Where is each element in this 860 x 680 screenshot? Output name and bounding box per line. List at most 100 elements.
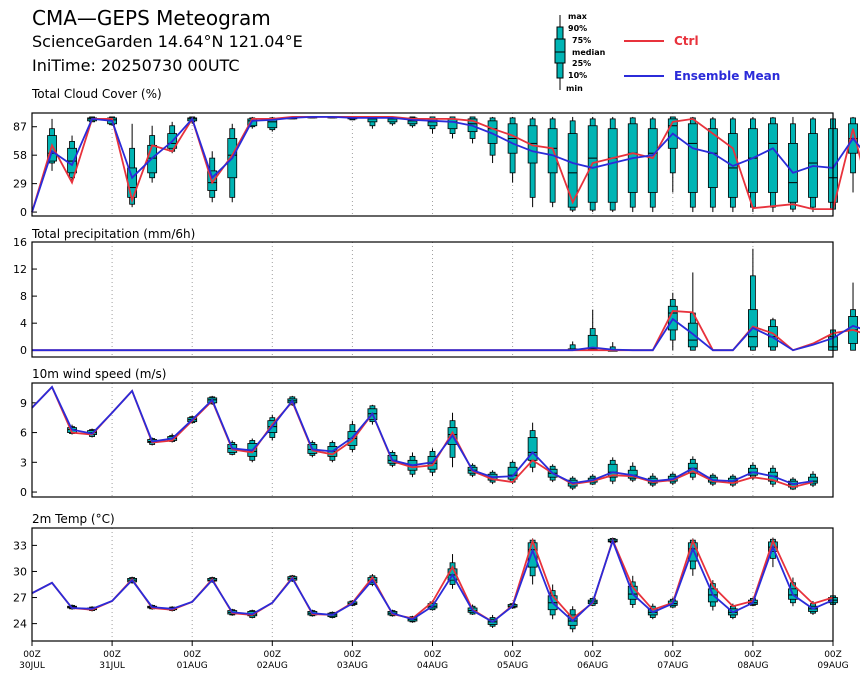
panel-frame <box>31 112 834 217</box>
box-p25-p75 <box>687 123 698 193</box>
panel-frame <box>31 241 834 358</box>
legend-label-median: median <box>572 48 606 57</box>
x-axis: 00Z30JUL00Z31JUL00Z01AUG00Z02AUG00Z03AUG… <box>19 641 849 671</box>
y-tick-label: 6 <box>20 427 27 440</box>
panel-title: 10m wind speed (m/s) <box>32 367 166 381</box>
legend-label-min: min <box>566 84 583 93</box>
y-tick-label: 4 <box>20 317 27 330</box>
panel-title: 2m Temp (°C) <box>32 512 115 526</box>
y-tick-label: 12 <box>13 263 27 276</box>
panel-2: Total precipitation (mm/6h) 0 4 8 12 16 <box>13 227 860 358</box>
legend-p25-p75-box <box>554 38 566 64</box>
panels: Total Cloud Cover (%) 0 29 58 87 Total precip… <box>13 87 860 642</box>
x-tick-time-label: 00Z <box>504 650 522 660</box>
box-p25-p75 <box>447 118 458 130</box>
x-tick-date-label: 05AUG <box>497 661 528 671</box>
ensemble-box <box>447 116 458 139</box>
y-tick-label: 16 <box>13 236 27 249</box>
panel-3: 10m wind speed (m/s) 0 3 6 9 <box>20 367 834 499</box>
ensemble-box <box>487 116 498 164</box>
y-tick-label: 9 <box>20 397 27 410</box>
x-tick-time-label: 00Z <box>344 650 362 660</box>
box-p25-p75 <box>607 463 618 478</box>
x-tick-time-label: 00Z <box>744 650 762 660</box>
ensemble-box <box>748 248 758 351</box>
x-tick-time-label: 00Z <box>103 650 121 660</box>
ensemble-box <box>587 309 598 351</box>
x-tick-date-label: 04AUG <box>417 661 448 671</box>
ctrl-series-line <box>32 310 860 352</box>
ensemble-box <box>788 577 798 607</box>
legend-label-p10: 10% <box>568 71 587 80</box>
legend-ctrl-label: Ctrl <box>674 34 699 48</box>
box-p25-p75 <box>607 128 618 203</box>
y-tick-label: 24 <box>13 618 27 631</box>
ensemble-box <box>127 123 138 208</box>
x-tick-date-label: 06AUG <box>577 661 608 671</box>
y-tick-label: 0 <box>20 486 27 499</box>
ensemble-mean-series-line <box>31 385 814 486</box>
x-tick-time-label: 00Z <box>424 650 442 660</box>
x-tick-date-label: 31JUL <box>99 661 125 671</box>
legend-mean-label: Ensemble Mean <box>674 69 780 83</box>
ensemble-box <box>547 116 558 208</box>
y-tick-label: 0 <box>20 206 27 219</box>
ensemble-box <box>227 123 238 203</box>
box-p25-p75 <box>707 128 718 188</box>
ensemble-box <box>607 457 618 485</box>
box-p25-p75 <box>567 133 578 208</box>
ensemble-box <box>707 116 718 213</box>
ensemble-box <box>367 116 378 129</box>
ensemble-box <box>507 116 518 183</box>
ensemble-box <box>567 116 578 213</box>
box-p25-p75 <box>748 128 758 193</box>
panel-4: 2m Temp (°C) 24 27 30 33 <box>13 512 838 642</box>
ensemble-mean-series-line <box>31 116 860 213</box>
legend-label-p90: 90% <box>568 24 587 33</box>
x-tick-time-label: 00Z <box>584 650 602 660</box>
box-p25-p75 <box>527 125 538 164</box>
page-title: CMA—GEPS Meteogram <box>32 6 271 30</box>
ensemble-box <box>788 116 798 213</box>
ensemble-mean-series-line <box>31 538 834 623</box>
ensemble-box <box>808 471 818 488</box>
x-tick-date-label: 01AUG <box>177 661 208 671</box>
y-tick-label: 33 <box>13 539 27 552</box>
y-tick-label: 3 <box>20 456 27 469</box>
y-tick-label: 87 <box>13 121 27 134</box>
legend-label-p25: 25% <box>572 59 591 68</box>
ensemble-mean-series-line <box>32 317 860 352</box>
ensemble-box <box>808 116 818 213</box>
ensemble-box <box>627 462 638 483</box>
x-tick-date-label: 30JUL <box>19 661 45 671</box>
box-p25-p75 <box>647 128 658 193</box>
x-tick-date-label: 07AUG <box>657 661 688 671</box>
panel-title: Total Cloud Cover (%) <box>31 87 162 101</box>
ensemble-box <box>627 116 638 213</box>
ensemble-box <box>527 116 538 208</box>
legend-box-glyph <box>554 15 566 90</box>
legend: max 90% 75% median 25% 10% min Ctrl Ense… <box>554 12 780 93</box>
y-tick-label: 58 <box>13 149 27 162</box>
y-tick-label: 30 <box>13 565 27 578</box>
y-tick-label: 27 <box>13 592 27 605</box>
y-tick-label: 29 <box>13 178 27 191</box>
box-p25-p75 <box>808 476 818 484</box>
panel-frame <box>31 382 834 498</box>
x-tick-time-label: 00Z <box>664 650 682 660</box>
station-info: ScienceGarden 14.64°N 121.04°E <box>32 32 303 51</box>
panel-title: Total precipitation (mm/6h) <box>31 227 195 241</box>
y-tick-label: 8 <box>20 290 27 303</box>
x-tick-time-label: 00Z <box>824 650 842 660</box>
x-tick-time-label: 00Z <box>263 650 281 660</box>
legend-label-p75: 75% <box>572 36 591 45</box>
panel-1: Total Cloud Cover (%) 0 29 58 87 <box>13 87 860 219</box>
box-p25-p75 <box>527 542 538 568</box>
x-tick-date-label: 08AUG <box>737 661 768 671</box>
ensemble-box <box>647 116 658 213</box>
ensemble-box <box>768 116 778 213</box>
ensemble-box <box>687 116 698 213</box>
x-tick-date-label: 09AUG <box>817 661 848 671</box>
init-time: IniTime: 20250730 00UTC <box>32 56 240 75</box>
